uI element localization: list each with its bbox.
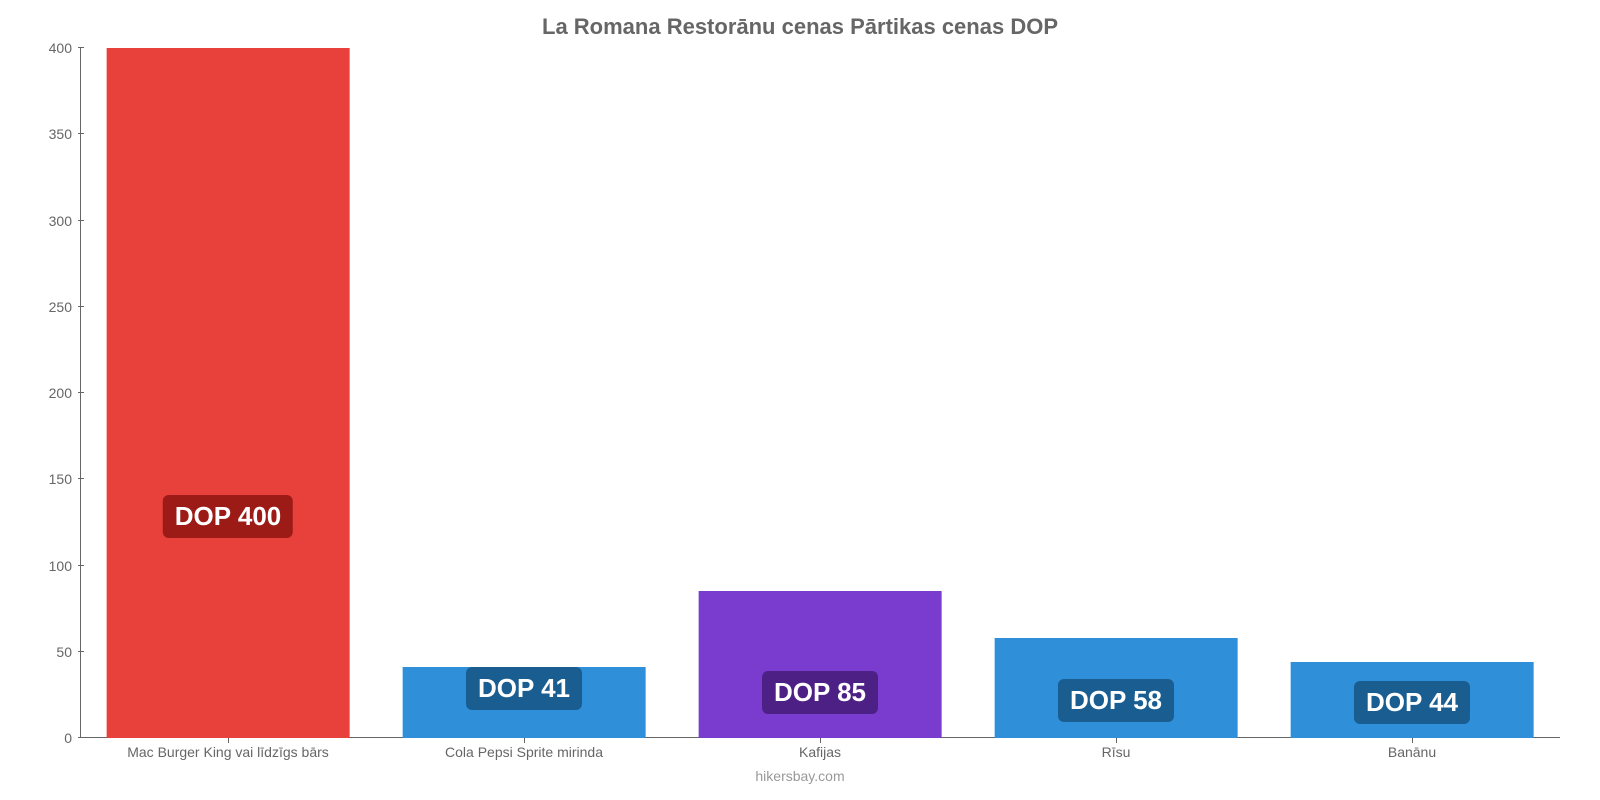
price-bar-chart: La Romana Restorānu cenas Pārtikas cenas… — [0, 0, 1600, 800]
y-tick-label: 150 — [49, 471, 72, 487]
bar-value-label: DOP 85 — [762, 671, 878, 714]
x-axis-label: Cola Pepsi Sprite mirinda — [376, 738, 672, 762]
plot-area: 050100150200250300350400 DOP 400DOP 41DO… — [80, 48, 1560, 738]
bars-container: DOP 400 DOP 41 DOP 85 DOP 58 DOP 44 — [80, 48, 1560, 738]
y-axis: 050100150200250300350400 — [20, 48, 80, 738]
y-tick-label: 200 — [49, 385, 72, 401]
y-tick-label: 0 — [64, 730, 72, 746]
bar — [107, 48, 350, 738]
x-axis-label: Rīsu — [968, 738, 1264, 762]
x-axis-label: Mac Burger King vai līdzīgs bārs — [80, 738, 376, 762]
bar-slot: DOP 85 — [672, 48, 968, 738]
bar-value-label: DOP 44 — [1354, 681, 1470, 724]
x-axis-label: Kafijas — [672, 738, 968, 762]
y-tick-label: 350 — [49, 126, 72, 142]
bar-value-label: DOP 400 — [163, 495, 293, 538]
y-tick-label: 300 — [49, 213, 72, 229]
chart-footer: hikersbay.com — [20, 768, 1580, 784]
bar-value-label: DOP 58 — [1058, 679, 1174, 722]
y-tick-label: 50 — [56, 644, 72, 660]
y-tick-label: 400 — [49, 40, 72, 56]
bar-slot: DOP 58 — [968, 48, 1264, 738]
x-axis-labels: Mac Burger King vai līdzīgs bārsCola Pep… — [80, 738, 1560, 762]
bar-slot: DOP 44 — [1264, 48, 1560, 738]
bar-slot: DOP 41 — [376, 48, 672, 738]
x-axis-label: Banānu — [1264, 738, 1560, 762]
chart-title: La Romana Restorānu cenas Pārtikas cenas… — [20, 14, 1580, 40]
y-tick-label: 100 — [49, 558, 72, 574]
bar-value-label: DOP 41 — [466, 667, 582, 710]
bar — [699, 591, 942, 738]
bar-slot: DOP 400 — [80, 48, 376, 738]
y-tick-label: 250 — [49, 299, 72, 315]
